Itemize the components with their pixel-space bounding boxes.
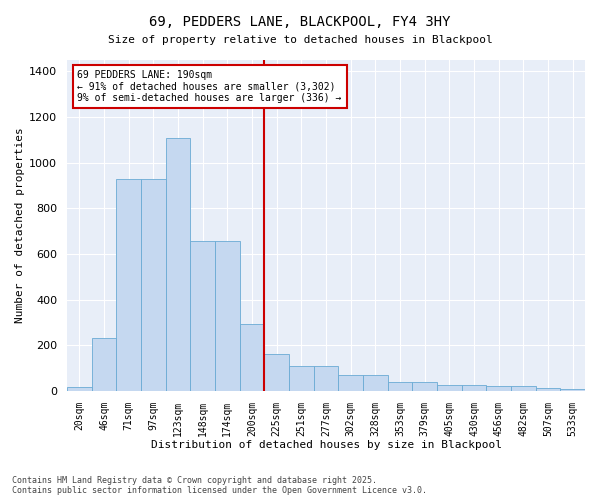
Bar — [388, 382, 412, 391]
Bar — [116, 178, 141, 391]
Bar — [265, 354, 289, 391]
Bar — [141, 178, 166, 391]
Bar — [166, 138, 190, 391]
Bar — [560, 389, 585, 391]
Bar — [67, 388, 92, 391]
Bar — [536, 388, 560, 391]
X-axis label: Distribution of detached houses by size in Blackpool: Distribution of detached houses by size … — [151, 440, 502, 450]
Bar — [92, 338, 116, 391]
Text: Size of property relative to detached houses in Blackpool: Size of property relative to detached ho… — [107, 35, 493, 45]
Bar — [437, 385, 461, 391]
Bar — [215, 242, 239, 391]
Bar — [487, 386, 511, 391]
Text: 69 PEDDERS LANE: 190sqm
← 91% of detached houses are smaller (3,302)
9% of semi-: 69 PEDDERS LANE: 190sqm ← 91% of detache… — [77, 70, 342, 103]
Text: 69, PEDDERS LANE, BLACKPOOL, FY4 3HY: 69, PEDDERS LANE, BLACKPOOL, FY4 3HY — [149, 15, 451, 29]
Bar — [190, 242, 215, 391]
Bar — [338, 375, 363, 391]
Bar — [511, 386, 536, 391]
Bar — [239, 324, 265, 391]
Bar — [412, 382, 437, 391]
Bar — [363, 375, 388, 391]
Bar — [289, 366, 314, 391]
Bar — [461, 385, 487, 391]
Text: Contains HM Land Registry data © Crown copyright and database right 2025.
Contai: Contains HM Land Registry data © Crown c… — [12, 476, 427, 495]
Y-axis label: Number of detached properties: Number of detached properties — [15, 128, 25, 324]
Bar — [314, 366, 338, 391]
